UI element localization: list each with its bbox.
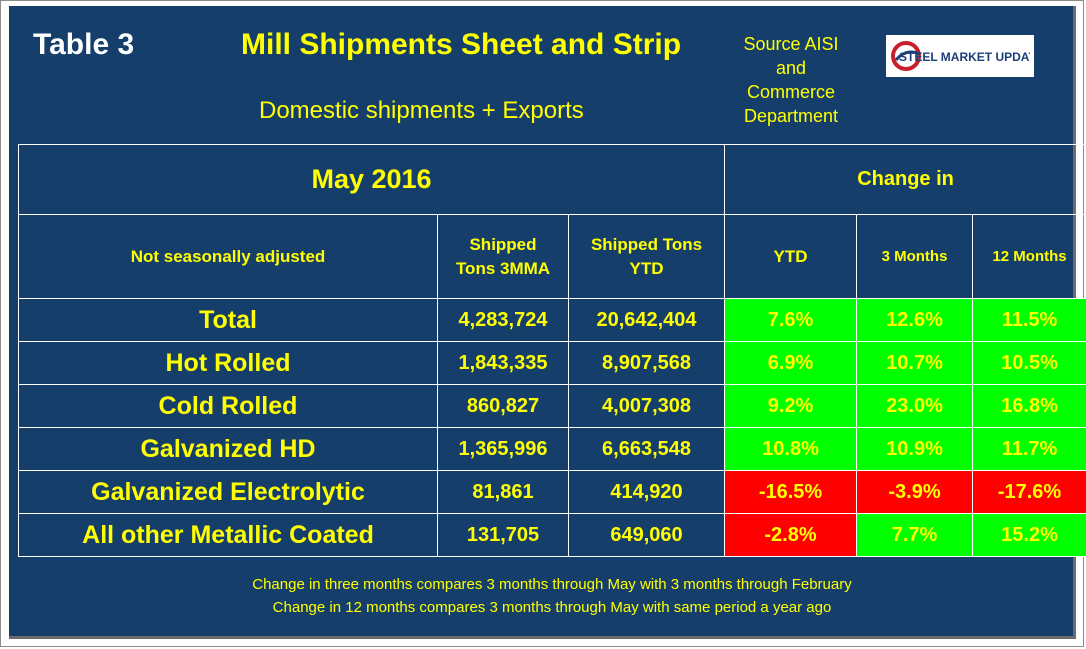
column-header-line: Tons 3MMA (455, 258, 551, 278)
cell-shipped-3mma: 860,827 (437, 384, 569, 428)
row-label: Hot Rolled (18, 341, 438, 385)
cell-change-12-months: 15.2% (972, 513, 1086, 557)
table-row: Galvanized HD 1,365,996 6,663,548 10.8% 10.9… (18, 427, 1086, 471)
cell-change-ytd: 6.9% (724, 341, 858, 385)
cell-change-ytd: -2.8% (724, 513, 858, 557)
cell-shipped-ytd: 649,060 (567, 513, 726, 557)
logo-mark: STEEL MARKET UPDATE (891, 41, 1030, 71)
table-number: Table 3 (33, 28, 135, 61)
steel-market-update-logo: STEEL MARKET UPDATE (886, 35, 1034, 77)
column-header-line: YTD (629, 258, 664, 278)
table-row: Cold Rolled 860,827 4,007,308 9.2% 23.0% 16.8… (18, 384, 1086, 428)
column-header-12-months: 12 Months (972, 214, 1086, 299)
table-panel: Table 3 Mill Shipments Sheet and Strip D… (9, 6, 1086, 639)
cell-change-ytd: 10.8% (724, 427, 858, 471)
row-label: Cold Rolled (18, 384, 438, 428)
column-header-3-months: 3 Months (856, 214, 974, 299)
change-group-header: Change in (724, 144, 1086, 215)
cell-change-ytd: 9.2% (724, 384, 858, 428)
table-row: Hot Rolled 1,843,335 8,907,568 6.9% 10.7% 10.… (18, 341, 1086, 385)
header-row-columns: Not seasonally adjusted Shipped Tons 3MM… (18, 214, 1086, 299)
column-header-3mma: Shipped Tons 3MMA (437, 214, 569, 299)
cell-change-3-months: 10.9% (856, 427, 974, 471)
row-label: All other Metallic Coated (18, 513, 438, 557)
cell-change-3-months: -3.9% (856, 470, 974, 514)
cell-shipped-3mma: 4,283,724 (437, 298, 569, 342)
cell-change-12-months: -17.6% (972, 470, 1086, 514)
row-header: Not seasonally adjusted (18, 214, 438, 299)
cell-shipped-3mma: 1,365,996 (437, 427, 569, 471)
column-header-ytd-change: YTD (724, 214, 858, 299)
row-label: Galvanized HD (18, 427, 438, 471)
cell-change-3-months: 7.7% (856, 513, 974, 557)
source-note: Source AISI and Commerce Department (721, 32, 861, 128)
cell-shipped-3mma: 81,861 (437, 470, 569, 514)
cell-shipped-ytd: 20,642,404 (567, 298, 726, 342)
cell-shipped-ytd: 8,907,568 (567, 341, 726, 385)
table-title: Mill Shipments Sheet and Strip (241, 28, 682, 61)
footnote-3-months: Change in three months compares 3 months… (252, 576, 852, 593)
cell-shipped-3mma: 131,705 (437, 513, 569, 557)
source-line: Department (743, 106, 839, 126)
header-row-period: May 2016 Change in (17, 144, 1086, 215)
source-line: Commerce (746, 82, 835, 102)
cell-change-12-months: 11.5% (972, 298, 1086, 342)
period-header: May 2016 (17, 144, 726, 215)
table-row: Galvanized Electrolytic 81,861 414,920 -16.… (18, 470, 1086, 514)
cell-change-12-months: 16.8% (972, 384, 1086, 428)
cell-change-ytd: 7.6% (724, 298, 858, 342)
cell-shipped-ytd: 414,920 (567, 470, 726, 514)
column-header-line: Shipped Tons (590, 234, 703, 254)
footnote-12-months: Change in 12 months compares 3 months th… (272, 599, 832, 616)
table-row: Total 4,283,724 20,642,404 7.6% 12.6% 11.5% (18, 298, 1086, 342)
column-header-line: Shipped (469, 234, 537, 254)
column-header-ytd-tons: Shipped Tons YTD (567, 214, 726, 299)
cell-change-12-months: 11.7% (972, 427, 1086, 471)
cell-change-3-months: 23.0% (856, 384, 974, 428)
logo-text: STEEL MARKET UPDATE (899, 50, 1030, 64)
source-line: Source AISI (743, 34, 839, 54)
table-subtitle: Domestic shipments + Exports (259, 97, 584, 124)
row-label: Galvanized Electrolytic (18, 470, 438, 514)
shipments-table: May 2016 Change in Not seasonally adjust… (17, 144, 1086, 557)
table-body: Total 4,283,724 20,642,404 7.6% 12.6% 11.5% Ho… (18, 298, 1086, 557)
source-line: and (775, 58, 807, 78)
cell-change-12-months: 10.5% (972, 341, 1086, 385)
cell-shipped-ytd: 6,663,548 (567, 427, 726, 471)
cell-shipped-ytd: 4,007,308 (567, 384, 726, 428)
cell-change-ytd: -16.5% (724, 470, 858, 514)
cell-change-3-months: 10.7% (856, 341, 974, 385)
cell-change-3-months: 12.6% (856, 298, 974, 342)
cell-shipped-3mma: 1,843,335 (437, 341, 569, 385)
row-label: Total (18, 298, 438, 342)
table-row: All other Metallic Coated 131,705 649,060-… (18, 513, 1086, 557)
